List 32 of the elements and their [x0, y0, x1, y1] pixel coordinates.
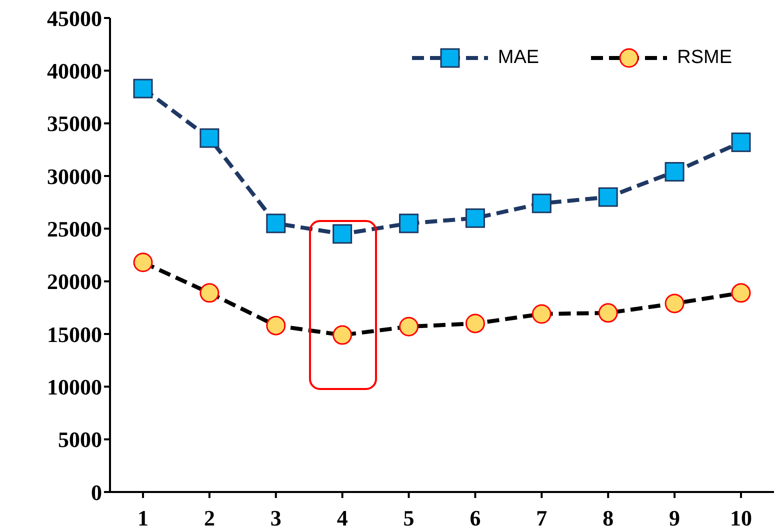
x-tick-label: 5 [403, 506, 414, 531]
x-tick-label: 2 [204, 506, 215, 531]
point [200, 128, 220, 148]
x-tick-label: 1 [138, 506, 148, 531]
point [332, 224, 352, 244]
x-tick-label: 6 [470, 506, 481, 531]
y-tick-label: 10000 [47, 374, 102, 400]
y-tick-label: 35000 [47, 111, 102, 136]
point [598, 187, 618, 207]
point [465, 208, 485, 228]
y-tick-label: 30000 [47, 164, 102, 189]
y-tick-label: 0 [91, 480, 102, 505]
x-tick-label: 3 [270, 506, 282, 531]
y-tick-label: 15000 [47, 322, 102, 347]
x-tick-label: 7 [536, 506, 548, 531]
x-tick-label: 9 [669, 506, 680, 531]
legend-label: RSME [677, 47, 732, 69]
x-tick-label: 4 [336, 506, 348, 531]
x-tick-label: 8 [602, 506, 614, 531]
point [266, 214, 286, 234]
legend-label: MAE [498, 47, 540, 69]
point [731, 132, 751, 152]
point [532, 194, 552, 214]
point [664, 162, 684, 182]
point [399, 214, 419, 234]
y-tick-label: 5000 [58, 427, 102, 452]
y-tick-label: 45000 [47, 6, 102, 31]
y-tick-label: 20000 [47, 269, 102, 294]
point [133, 78, 153, 98]
y-tick-label: 25000 [47, 216, 102, 242]
y-tick-label: 40000 [47, 58, 102, 84]
x-tick-label: 10 [730, 506, 752, 531]
